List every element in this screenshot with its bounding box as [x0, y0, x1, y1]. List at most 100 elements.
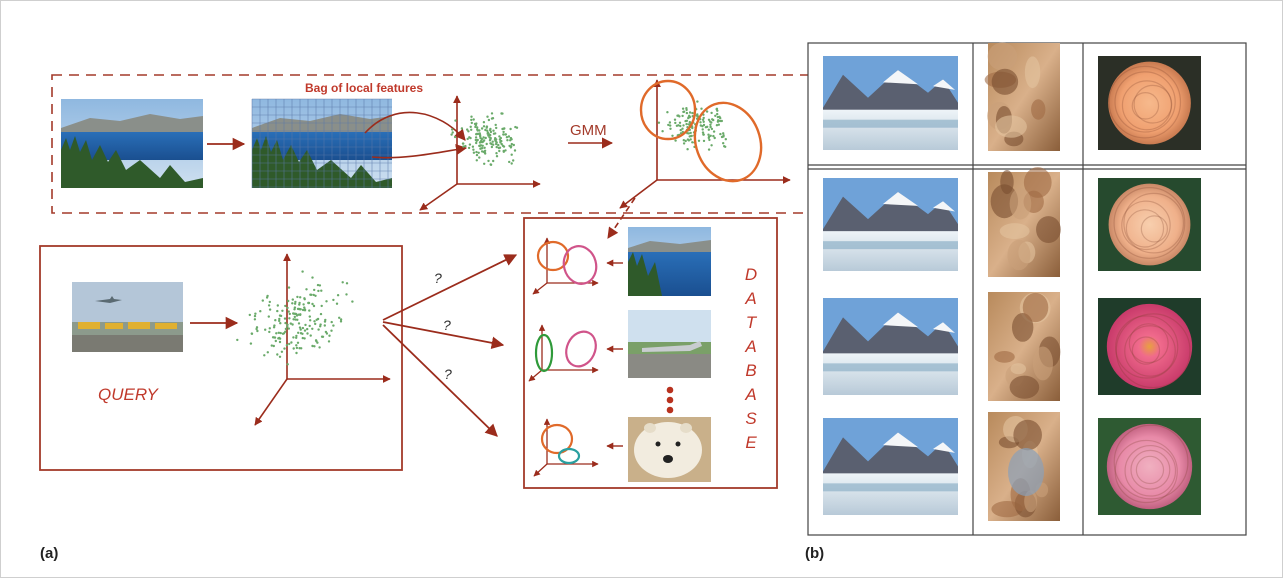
feature-point [286, 325, 289, 328]
feature-point [327, 340, 331, 343]
feature-point [487, 133, 491, 136]
mountain-landscape-image [823, 178, 958, 271]
fresco-painting-image [988, 167, 1061, 277]
feature-point [470, 128, 473, 131]
feature-point [253, 318, 257, 321]
fresco-painting-image [988, 292, 1061, 401]
feature-point [311, 302, 314, 306]
rose-flower-image [1098, 56, 1201, 150]
feature-point [276, 304, 279, 307]
feature-point [295, 351, 298, 355]
feature-point [708, 120, 712, 123]
database-letter: D [745, 265, 757, 284]
feature-point [259, 310, 262, 313]
feature-point [313, 320, 316, 323]
feature-point [279, 322, 282, 325]
query-feature-points [236, 270, 354, 366]
feature-point [295, 334, 298, 338]
feature-point [657, 121, 661, 124]
feature-point [253, 314, 257, 318]
rose-flower-image [1098, 178, 1201, 271]
feature-point [278, 340, 282, 344]
feature-point [476, 126, 479, 129]
feature-point [702, 133, 705, 136]
feature-point [718, 115, 721, 119]
gmm-axes [619, 79, 791, 209]
feature-point [484, 128, 487, 132]
feature-point [478, 156, 481, 159]
feature-point [490, 145, 494, 149]
feature-point [480, 150, 484, 153]
feature-point [313, 345, 316, 348]
feature-point [498, 146, 502, 149]
feature-point [685, 122, 688, 126]
feature-point [466, 128, 469, 131]
feature-point [468, 136, 471, 139]
feature-point [461, 142, 465, 145]
feature-point [489, 163, 492, 166]
feature-point [685, 119, 689, 123]
feature-point [483, 149, 487, 152]
feature-point [679, 128, 682, 132]
feature-point [303, 337, 306, 340]
feature-point [669, 127, 672, 130]
feature-point [254, 312, 257, 315]
feature-point [261, 299, 264, 302]
feature-point [492, 159, 495, 163]
feature-point [275, 332, 278, 335]
feature-point [712, 118, 715, 122]
feature-point [345, 293, 348, 296]
feature-point [292, 347, 295, 350]
feature-point [317, 289, 320, 293]
feature-point [297, 331, 300, 334]
database-letter: E [745, 433, 757, 452]
feature-point [501, 144, 505, 147]
rose-flower-image [1098, 418, 1201, 515]
feature-point [341, 281, 344, 284]
feature-point [319, 325, 322, 328]
feature-point [268, 327, 271, 330]
feature-point [712, 134, 715, 138]
feature-point [719, 132, 722, 136]
feature-point [270, 344, 273, 347]
feature-point [508, 144, 511, 148]
feature-point [300, 347, 303, 350]
feature-point [488, 136, 491, 139]
feature-point [678, 121, 682, 125]
mountain-landscape-image [823, 298, 958, 395]
feature-point [484, 136, 487, 140]
feature-point [471, 145, 475, 148]
feature-point [319, 312, 323, 316]
feature-point [472, 118, 475, 121]
feature-point [707, 128, 710, 131]
feature-point [487, 159, 490, 163]
feature-point [722, 142, 725, 145]
gmm-ellipse-2 [693, 101, 763, 183]
feature-point [339, 320, 343, 323]
feature-point [682, 110, 686, 113]
feature-point [318, 284, 322, 287]
feature-point [469, 125, 472, 128]
feature-point [453, 135, 457, 139]
feature-point [512, 143, 515, 147]
feature-point [466, 137, 469, 141]
feature-point [309, 334, 312, 337]
feature-point [482, 136, 485, 139]
feature-point [500, 142, 503, 146]
feature-point [314, 294, 317, 297]
feature-point [288, 312, 291, 316]
feature-point [675, 124, 679, 128]
feature-point [504, 149, 507, 152]
feature-point [507, 135, 511, 138]
feature-point [323, 320, 327, 323]
feature-point [288, 317, 291, 320]
feature-point [236, 338, 239, 342]
feature-point [510, 153, 513, 156]
feature-point [294, 312, 298, 316]
feature-point [301, 326, 305, 330]
feature-point [293, 315, 296, 319]
feature-point [472, 151, 476, 154]
feature-point [317, 328, 320, 331]
feature-point [282, 332, 286, 335]
gridded-lake-image [251, 98, 392, 188]
